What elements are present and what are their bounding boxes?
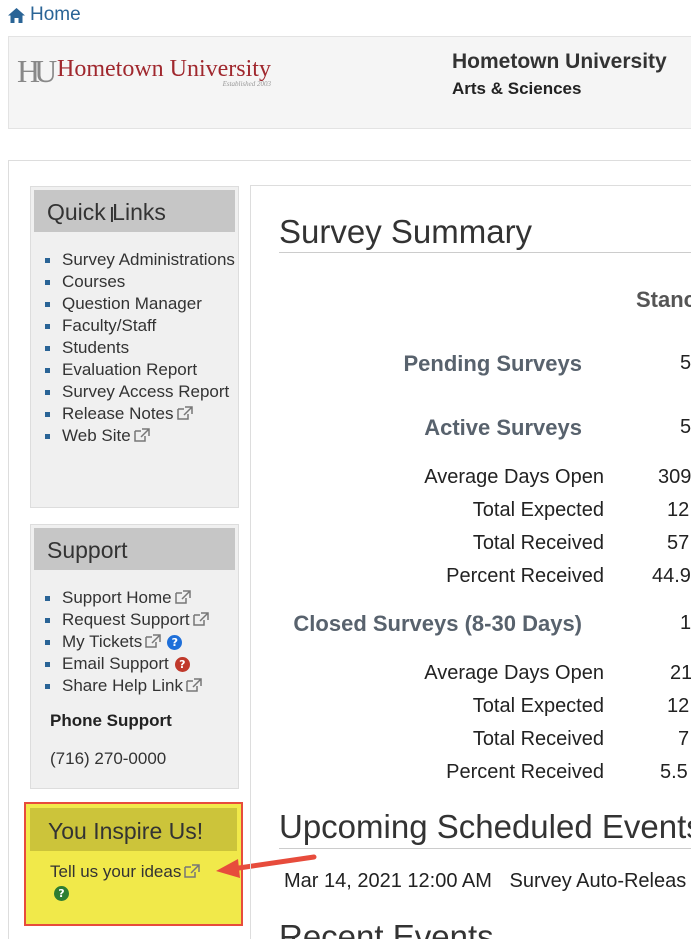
quick-links-panel: Quick Links Survey Administrations Cours… [30,186,239,508]
content-frame [8,160,691,939]
support-title: Support [34,528,235,570]
quick-link-label: Faculty/Staff [62,316,157,335]
text-cursor-icon: I [109,203,115,227]
stat-label: Total Received [472,728,604,750]
inspire-title: You Inspire Us! [30,808,237,851]
annotation-arrow-icon [216,854,317,878]
tell-us-ideas-label: Tell us your ideas [50,862,182,881]
pending-surveys-label: Pending Surveys [403,351,582,376]
external-link-icon [145,634,162,648]
support-panel: Support Support Home Request Support My … [30,524,239,789]
event-name: Survey Auto-Releas [509,870,687,892]
support-link-request[interactable]: Request Support [45,609,238,631]
column-header: Stanc [636,287,691,312]
logo-text: Hometown University [57,56,271,82]
pending-surveys-value: 5 [680,352,691,374]
stat-label: Total Expected [472,695,604,717]
stat-value: 7 [678,728,690,750]
header-banner: HU Hometown University Established 2003 … [8,36,691,129]
support-link-label: My Tickets [62,632,143,651]
quick-link-courses[interactable]: Courses [45,271,238,293]
divider [279,252,691,253]
active-surveys-label: Active Surveys [424,415,582,440]
external-link-icon [192,612,209,626]
support-link-home[interactable]: Support Home [45,587,238,609]
quick-link-label: Courses [62,272,126,291]
help-icon[interactable]: ? [54,886,69,901]
phone-support-heading: Phone Support [50,711,172,730]
external-link-icon [174,590,191,604]
support-link-share-help[interactable]: Share Help Link [45,675,238,697]
external-link-icon [186,678,202,692]
external-link-icon [184,864,201,878]
event-row[interactable]: Mar 14, 2021 12:00 AM Survey Auto-Releas [284,870,686,893]
stat-label: Percent Received [446,761,604,783]
recent-events-title: Recent Events [279,918,494,939]
quick-link-survey-administrations[interactable]: Survey Administrations [45,249,238,271]
divider [279,848,691,849]
logo-subtext: Established 2003 [222,80,271,88]
home-label: Home [30,4,81,25]
quick-link-evaluation-report[interactable]: Evaluation Report [45,359,238,381]
stat-value: 12 [667,499,690,521]
support-link-my-tickets[interactable]: My Tickets? [45,631,238,653]
stat-label: Percent Received [446,565,604,587]
stat-value: 5.5 [660,761,688,783]
support-link-email[interactable]: Email Support? [45,653,238,675]
stat-value: 57 [667,532,690,554]
support-link-label: Request Support [62,610,190,629]
closed-surveys-label: Closed Surveys (8-30 Days) [293,611,582,636]
quick-link-release-notes[interactable]: Release Notes [45,403,238,425]
support-link-label: Share Help Link [62,676,183,695]
help-icon[interactable]: ? [167,635,183,650]
quick-link-label: Students [62,338,130,357]
stat-label: Average Days Open [424,466,604,488]
department-name: Arts & Sciences [452,79,582,98]
home-icon [8,7,25,23]
external-link-icon [133,428,150,442]
quick-link-label: Survey Administrations [62,250,235,269]
stat-label: Average Days Open [424,662,604,684]
closed-surveys-value: 1 [680,612,691,634]
tell-us-ideas-link[interactable]: Tell us your ideas [50,862,201,882]
help-icon[interactable]: ? [174,657,190,672]
quick-link-students[interactable]: Students [45,337,238,359]
stat-value: 21 [670,662,691,684]
active-surveys-value: 5 [680,416,691,438]
upcoming-events-title: Upcoming Scheduled Events [279,808,691,845]
inspire-panel: You Inspire Us! Tell us your ideas ? [24,802,243,926]
home-link[interactable]: Home [8,4,81,26]
stat-value: 12 [667,695,690,717]
quick-link-survey-access-report[interactable]: Survey Access Report [45,381,238,403]
quick-link-label: Release Notes [62,404,174,423]
stat-value: 44.9 [652,565,691,587]
quick-link-label: Question Manager [62,294,202,313]
quick-link-label: Survey Access Report [62,382,230,401]
external-link-icon [176,406,193,420]
stat-value: 309 [658,466,691,488]
quick-link-label: Web Site [62,426,131,445]
main-content [250,185,691,939]
quick-link-question-manager[interactable]: Question Manager [45,293,238,315]
logo-mark: HU [17,53,57,89]
survey-summary-title: Survey Summary [279,213,533,250]
stat-label: Total Received [472,532,604,554]
quick-link-label: Evaluation Report [62,360,198,379]
support-link-label: Support Home [62,588,172,607]
event-date: Mar 14, 2021 12:00 AM [284,870,492,892]
phone-support-number: (716) 270-0000 [50,749,167,768]
university-logo[interactable]: HU Hometown University Established 2003 [17,53,271,90]
stat-label: Total Expected [472,499,604,521]
support-link-label: Email Support [62,654,169,673]
quick-link-web-site[interactable]: Web Site [45,425,238,447]
quick-link-faculty-staff[interactable]: Faculty/Staff [45,315,238,337]
quick-links-title: Quick Links [34,190,235,232]
university-name: Hometown University [452,50,667,73]
